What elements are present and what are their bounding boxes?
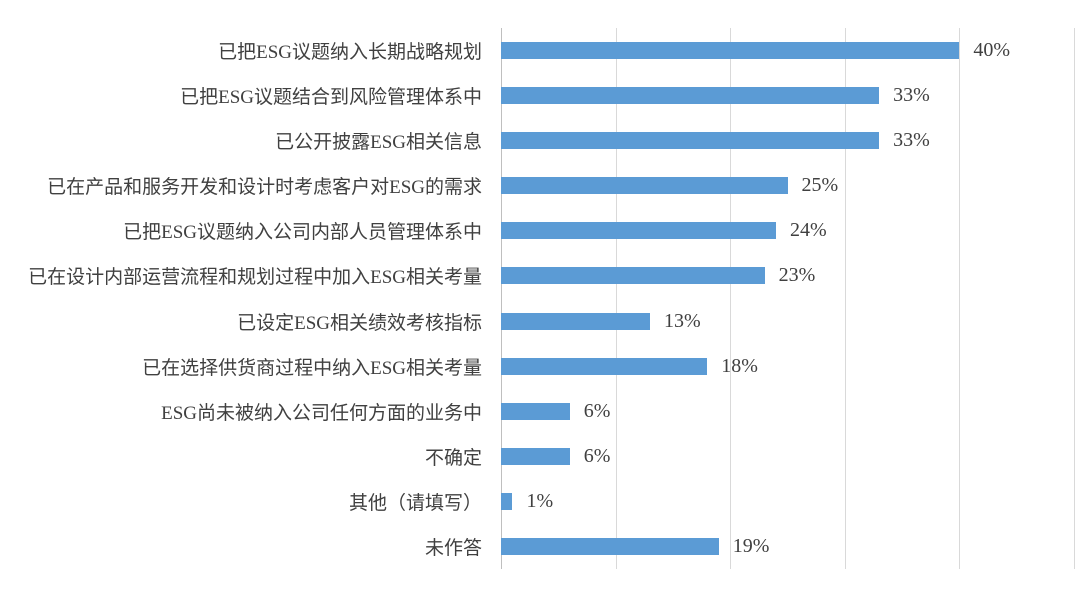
bar <box>501 537 719 555</box>
value-label: 24% <box>790 219 827 242</box>
chart-row: 1% <box>501 479 1080 524</box>
chart-row: 13% <box>501 298 1080 343</box>
bar <box>501 447 570 465</box>
chart-row: 18% <box>501 344 1080 389</box>
category-label: ESG尚未被纳入公司任何方面的业务中 <box>161 402 482 424</box>
category-label: 已把ESG议题纳入长期战略规划 <box>218 42 482 64</box>
plot-area: 40% 33% 33% 25% 24% 23% 13% 18% 6% 6% 1% 19% <box>501 28 1075 569</box>
value-label: 33% <box>893 84 930 107</box>
category-label: 已公开披露ESG相关信息 <box>275 132 482 154</box>
category-label: 其他（请填写） <box>348 492 482 514</box>
category-label: 已在选择供货商过程中纳入ESG相关考量 <box>142 357 482 379</box>
value-label: 13% <box>663 309 701 332</box>
bar <box>501 87 880 105</box>
category-label: 已把ESG议题纳入公司内部人员管理体系中 <box>123 222 482 244</box>
bar <box>501 357 708 375</box>
chart-row: 6% <box>501 389 1080 434</box>
value-label: 6% <box>583 399 611 422</box>
category-axis-labels: 已把ESG议题纳入长期战略规划已把ESG议题结合到风险管理体系中已公开披露ESG… <box>0 28 492 569</box>
value-label: 23% <box>778 264 816 287</box>
category-label: 已设定ESG相关绩效考核指标 <box>237 312 482 334</box>
chart-row: 23% <box>501 253 1080 298</box>
bar <box>501 177 788 195</box>
category-label: 未作答 <box>424 537 482 559</box>
value-label: 40% <box>973 39 1011 62</box>
value-label: 1% <box>526 489 554 512</box>
bar <box>501 492 513 510</box>
category-axis-line <box>501 28 502 569</box>
category-label: 已把ESG议题结合到风险管理体系中 <box>180 87 482 109</box>
x-gridline <box>959 28 961 569</box>
bar <box>501 312 650 330</box>
value-label: 25% <box>801 174 839 197</box>
chart-row: 19% <box>501 524 1080 569</box>
bar-rows: 40% 33% 33% 25% 24% 23% 13% 18% 6% 6% 1% 19% <box>501 28 1080 569</box>
bar <box>501 402 570 420</box>
bar <box>501 42 960 60</box>
value-label: 33% <box>893 129 930 152</box>
value-label: 6% <box>583 444 611 467</box>
chart-row: 40% <box>501 28 1080 73</box>
category-label: 已在产品和服务开发和设计时考虑客户对ESG的需求 <box>47 177 482 199</box>
chart-row: 6% <box>501 434 1080 479</box>
bar <box>501 132 880 150</box>
chart-row: 33% <box>501 118 1080 163</box>
x-gridline <box>730 28 732 569</box>
chart-row: 24% <box>501 208 1080 253</box>
value-label: 18% <box>721 354 758 377</box>
category-label: 不确定 <box>424 447 482 469</box>
x-gridline <box>1074 28 1075 569</box>
x-gridline <box>844 28 846 569</box>
category-label: 已在设计内部运营流程和规划过程中加入ESG相关考量 <box>28 267 482 289</box>
bar <box>501 267 765 285</box>
chart-row: 33% <box>501 73 1080 118</box>
value-label: 19% <box>732 534 770 557</box>
x-gridline <box>615 28 617 569</box>
bar <box>501 222 777 240</box>
chart-row: 25% <box>501 163 1080 208</box>
